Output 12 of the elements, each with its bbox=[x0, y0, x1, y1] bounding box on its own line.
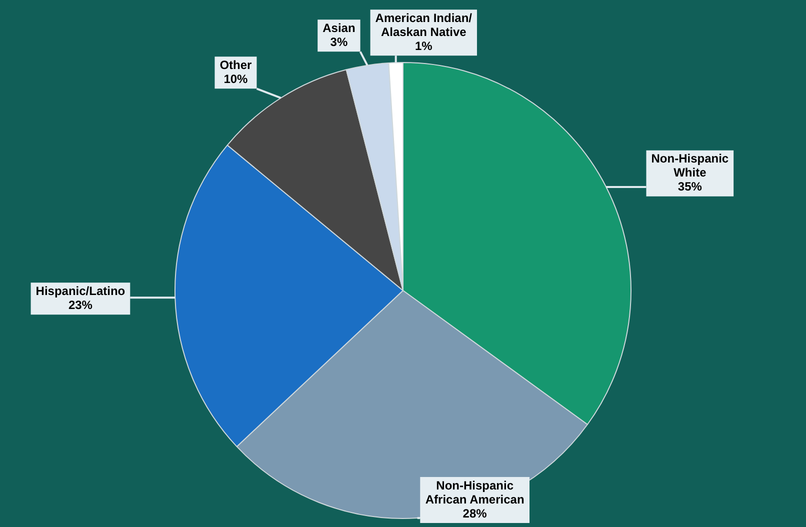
slice-label: American Indian/ Alaskan Native bbox=[375, 10, 473, 39]
data-label: 28% bbox=[462, 506, 488, 520]
data-label: 23% bbox=[68, 298, 93, 312]
data-label: 35% bbox=[678, 180, 702, 194]
data-label: 3% bbox=[330, 34, 348, 49]
slice-label: Asian bbox=[322, 20, 356, 35]
slice-label: Non-Hispanic African American bbox=[425, 478, 524, 506]
data-label: 10% bbox=[224, 72, 248, 86]
data-label: 1% bbox=[414, 38, 433, 53]
slice-label: Other bbox=[220, 58, 252, 72]
slice-label: Hispanic/Latino bbox=[36, 284, 126, 298]
slice-label: Non-Hispanic White bbox=[651, 152, 729, 180]
